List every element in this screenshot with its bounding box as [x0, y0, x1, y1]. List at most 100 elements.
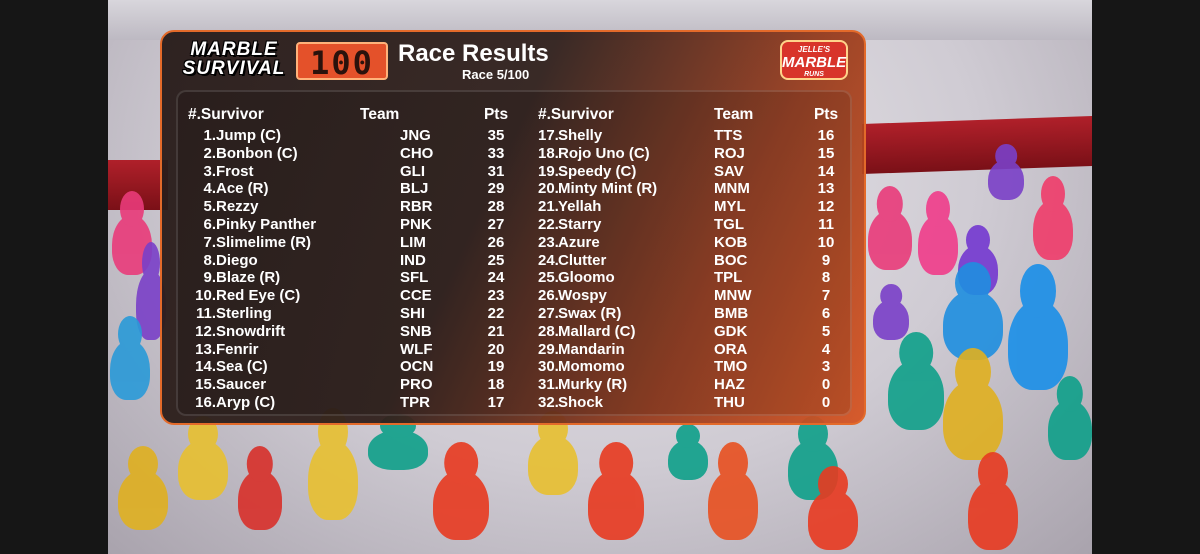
survivor-name: 13.Fenrir — [188, 341, 258, 359]
brand-line-2: MARBLE — [782, 54, 847, 71]
points-value: 3 — [821, 358, 831, 376]
survivor-rank: 24. — [538, 251, 559, 269]
survivor-label: Shelly — [558, 127, 603, 144]
header-survivor: #.Survivor — [538, 106, 614, 123]
survivor-label: Mallard (C) — [558, 322, 636, 340]
team-code: TGL — [714, 215, 744, 233]
points-value: 0 — [821, 393, 831, 411]
marble-pawn — [238, 470, 282, 530]
brand-line-3: RUNS — [804, 71, 824, 78]
team-code: MYL — [714, 198, 746, 216]
table-row: 27.Swax (R) BMB 6 — [538, 305, 844, 323]
survivor-name: 3.Frost — [188, 162, 253, 181]
survivor-label: Azure — [558, 233, 600, 251]
team-code: SFL — [400, 269, 429, 287]
points-value: 29 — [487, 180, 505, 198]
table-row: 31.Murky (R) HAZ 0 — [538, 376, 844, 394]
marble-pawn — [368, 430, 428, 470]
marble-pawn — [433, 470, 489, 540]
marble-pawn — [943, 380, 1003, 460]
survivor-name: 29.Mandarin — [538, 341, 625, 359]
survivor-name: 32.Shock — [538, 394, 603, 412]
survivor-rank: 23. — [538, 233, 559, 251]
team-code: LIM — [400, 233, 426, 251]
team-code: ROJ — [714, 144, 745, 162]
survivor-rank: 7. — [203, 233, 216, 251]
survivor-rank: 4. — [203, 180, 216, 198]
survivor-rank: 18. — [538, 144, 559, 162]
marble-pawn — [528, 435, 578, 495]
marble-survival-logo: MARBLE SURVIVAL — [180, 40, 288, 84]
survivor-name: 23.Azure — [538, 234, 600, 252]
team-code: TPL — [714, 269, 743, 287]
points-value: 7 — [821, 287, 831, 305]
survivor-name: 28.Mallard (C) — [538, 323, 636, 341]
results-table: #.Survivor Team Pts 1.Jump (C) JNG 35 2.Bon… — [176, 90, 852, 416]
survivor-rank: 29. — [538, 340, 559, 358]
survivor-name: 9.Blaze (R) — [188, 269, 280, 287]
team-code: BMB — [714, 304, 749, 322]
team-code: SAV — [714, 162, 744, 180]
survivor-name: 1.Jump (C) — [188, 127, 281, 145]
survivor-rank: 3. — [203, 162, 216, 180]
team-code: OCN — [400, 358, 434, 376]
letterbox-left — [0, 0, 108, 554]
table-row: 9.Blaze (R) SFL 24 — [188, 269, 510, 287]
marble-pawn — [668, 440, 708, 480]
table-row: 17.Shelly TTS 16 — [538, 127, 844, 145]
table-row: 7.Slimelime (R) LIM 26 — [188, 234, 510, 252]
table-row: 20.Minty Mint (R) MNM 13 — [538, 180, 844, 198]
team-code: MNM — [714, 180, 750, 198]
survivor-label: Snowdrift — [216, 322, 286, 340]
survivor-label: Diego — [216, 251, 258, 269]
table-row: 8.Diego IND 25 — [188, 252, 510, 270]
team-code: THU — [714, 393, 745, 411]
team-code: MNW — [714, 287, 752, 305]
points-value: 15 — [817, 144, 835, 162]
survivor-name: 15.Saucer — [188, 376, 266, 394]
survivor-label: Ace (R) — [216, 180, 269, 198]
survivor-rank: 30. — [538, 358, 559, 376]
survivor-rank: 22. — [538, 215, 559, 233]
survivor-rank: 10. — [195, 287, 216, 305]
team-code: HAZ — [714, 376, 745, 394]
marble-pawn — [868, 210, 912, 270]
survivor-rank: 26. — [538, 287, 559, 305]
survivor-label: Aryp (C) — [216, 393, 276, 411]
header-pts: Pts — [813, 106, 839, 123]
survivor-name: 31.Murky (R) — [538, 376, 627, 394]
survivor-label: Minty Mint (R) — [558, 180, 658, 198]
logo-100: 100 — [296, 42, 388, 82]
brand-line-1: JELLE'S — [797, 45, 831, 54]
survivor-name: 16.Aryp (C) — [188, 394, 275, 412]
survivor-label: Rojo Uno (C) — [558, 144, 650, 162]
table-row: 5.Rezzy RBR 28 — [188, 198, 510, 216]
points-value: 18 — [487, 376, 505, 394]
marble-pawn — [588, 470, 644, 540]
survivor-name: 24.Clutter — [538, 252, 606, 270]
survivor-name: 5.Rezzy — [188, 198, 258, 216]
points-value: 13 — [817, 180, 835, 198]
marble-pawn — [118, 470, 168, 530]
survivor-name: 27.Swax (R) — [538, 305, 621, 323]
points-value: 28 — [487, 198, 505, 216]
marble-pawn — [708, 470, 758, 540]
survivor-name: 6.Pinky Panther — [188, 216, 316, 234]
table-row: 19.Speedy (C) SAV 14 — [538, 163, 844, 181]
marble-pawn — [1033, 200, 1073, 260]
table-row: 22.Starry TGL 11 — [538, 216, 844, 234]
survivor-label: Speedy (C) — [558, 162, 637, 180]
header-survivor: #.Survivor — [188, 106, 264, 123]
survivor-name: 8.Diego — [188, 251, 258, 270]
points-value: 10 — [817, 233, 835, 251]
survivor-rank: 31. — [538, 376, 559, 394]
points-value: 27 — [487, 215, 505, 233]
survivor-rank: 6. — [203, 215, 216, 233]
team-code: TMO — [714, 358, 748, 376]
team-code: TTS — [714, 127, 743, 144]
survivor-rank: 17. — [538, 127, 559, 144]
survivor-rank: 9. — [203, 269, 216, 287]
points-value: 12 — [817, 198, 835, 216]
table-row: 4.Ace (R) BLJ 29 — [188, 180, 510, 198]
survivor-rank: 16. — [195, 393, 216, 411]
